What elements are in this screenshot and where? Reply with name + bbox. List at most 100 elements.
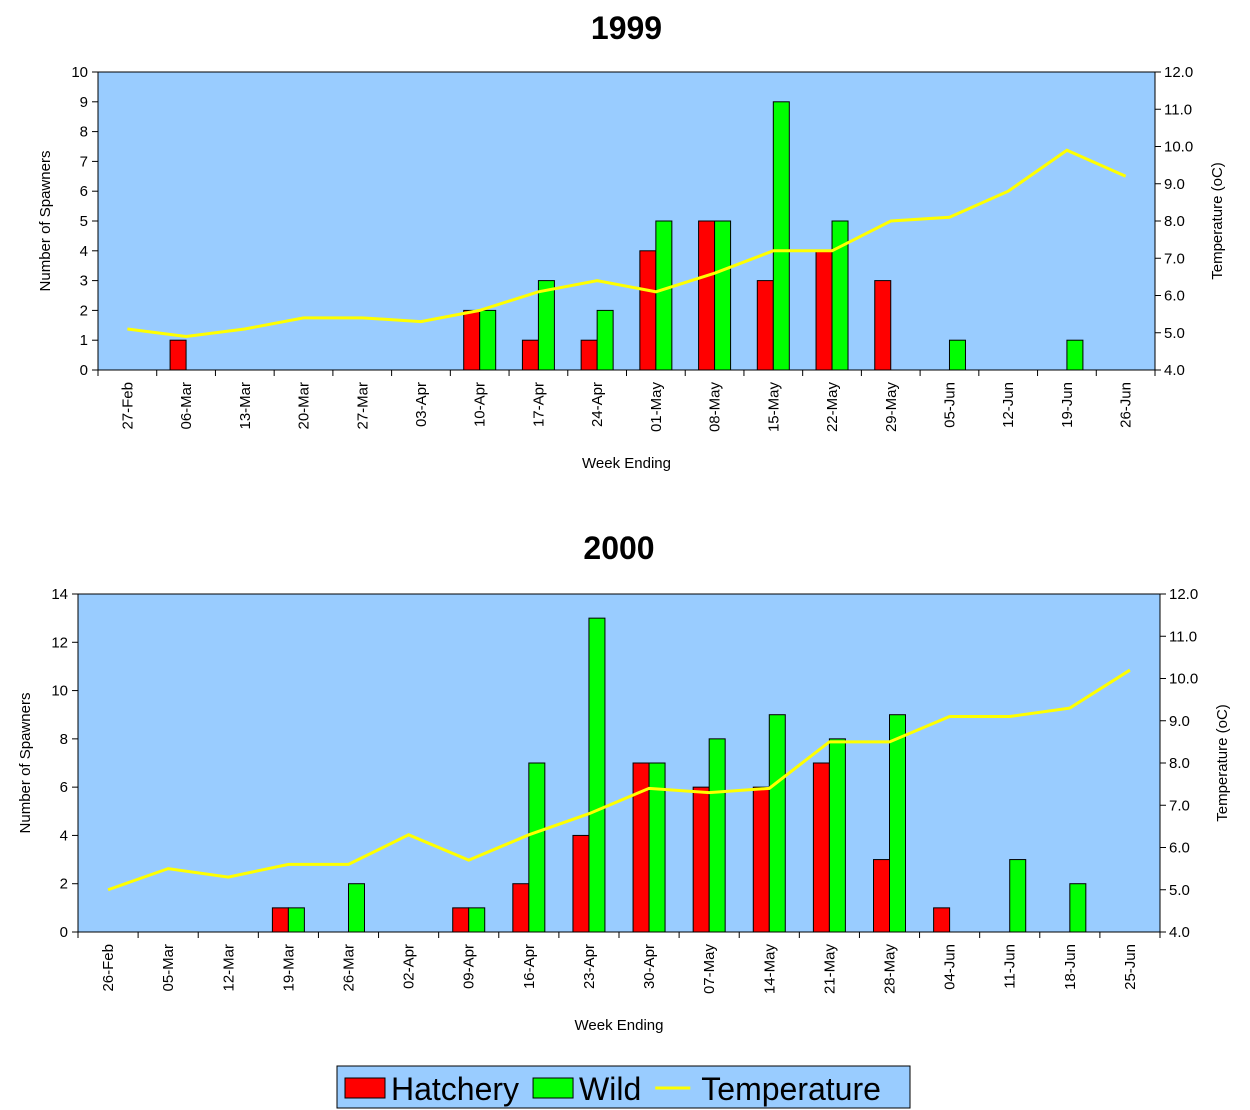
bar	[580, 339, 598, 371]
bar	[772, 101, 790, 371]
x-tick-label: 09-Apr	[461, 944, 478, 989]
x-tick-label: 12-Mar	[220, 944, 237, 992]
y-tick-label: 4	[80, 243, 88, 260]
x-tick-label: 27-Feb	[119, 382, 136, 430]
y2-tick-label: 10.0	[1164, 139, 1193, 156]
y-tick-label: 2	[80, 302, 88, 319]
legend-box	[336, 1065, 911, 1109]
x-tick-label: 05-Mar	[160, 944, 177, 992]
bar	[169, 339, 187, 371]
bar	[452, 907, 470, 933]
y2-tick-label: 6.0	[1164, 288, 1185, 305]
chart-title: 2000	[583, 530, 654, 566]
legend-label: Temperature	[701, 1071, 881, 1107]
y-tick-label: 12	[51, 634, 68, 651]
bar	[768, 714, 786, 933]
y2-tick-label: 11.0	[1164, 101, 1192, 118]
bar	[271, 907, 289, 933]
y-tick-label: 7	[80, 153, 88, 170]
bar	[831, 220, 849, 371]
temperature-line	[107, 668, 1131, 892]
x-tick-label: 23-Apr	[581, 944, 598, 989]
x-tick-label: 03-Apr	[413, 382, 430, 427]
y2-axis-label: Temperature (oC)	[1214, 704, 1231, 822]
bar	[756, 280, 774, 371]
y2-tick-label: 12.0	[1169, 586, 1198, 603]
y2-tick-label: 4.0	[1169, 924, 1190, 941]
bar	[752, 786, 770, 933]
x-tick-label: 19-Jun	[1059, 382, 1076, 428]
bar	[528, 762, 546, 933]
bar	[1009, 859, 1027, 933]
x-tick-label: 22-May	[824, 382, 841, 433]
y-tick-label: 0	[80, 362, 88, 379]
y2-tick-label: 8.0	[1169, 755, 1190, 772]
bar	[828, 738, 846, 933]
bar	[714, 220, 732, 371]
x-axis-label: Week Ending	[582, 455, 671, 472]
x-tick-label: 28-May	[882, 944, 899, 995]
x-tick-label: 01-May	[648, 382, 665, 433]
bar	[588, 617, 606, 933]
bar	[812, 762, 830, 933]
y-tick-label: 6	[80, 183, 88, 200]
x-tick-label: 05-Jun	[941, 382, 958, 428]
y2-tick-label: 10.0	[1169, 671, 1198, 688]
bar	[815, 250, 833, 371]
x-tick-label: 07-May	[701, 944, 718, 995]
x-tick-label: 26-Feb	[100, 944, 117, 992]
plot-area	[97, 71, 1156, 371]
x-tick-label: 17-Apr	[530, 382, 547, 427]
x-tick-label: 26-Mar	[341, 944, 358, 992]
x-tick-label: 04-Jun	[942, 944, 959, 990]
y2-axis-label: Temperature (oC)	[1209, 162, 1226, 280]
y2-tick-label: 9.0	[1169, 713, 1190, 730]
y-tick-label: 4	[60, 827, 68, 844]
x-tick-label: 08-May	[707, 382, 724, 433]
bar	[933, 907, 951, 933]
bar	[655, 220, 673, 371]
x-tick-label: 20-Mar	[296, 382, 313, 430]
x-tick-label: 13-Mar	[237, 382, 254, 430]
bar	[948, 339, 966, 371]
bar	[287, 907, 305, 933]
y-tick-label: 14	[51, 586, 68, 603]
legend-swatch	[344, 1077, 386, 1099]
plot-area	[77, 593, 1161, 933]
y-tick-label: 0	[60, 924, 68, 941]
x-tick-label: 11-Jun	[1002, 944, 1019, 989]
y-tick-label: 2	[60, 876, 68, 893]
bar	[596, 309, 614, 371]
y2-tick-label: 5.0	[1164, 325, 1185, 342]
legend-label: Hatchery	[391, 1071, 519, 1107]
bar	[889, 714, 906, 933]
x-tick-label: 18-Jun	[1062, 944, 1079, 990]
y-axis-label: Number of Spawners	[17, 693, 34, 834]
bar	[468, 907, 486, 933]
x-tick-label: 21-May	[821, 944, 838, 995]
y-tick-label: 3	[80, 273, 88, 290]
x-tick-label: 24-Apr	[589, 382, 606, 427]
y-tick-label: 9	[80, 94, 88, 111]
x-tick-label: 19-Mar	[280, 944, 297, 992]
bar	[1066, 339, 1084, 371]
bar	[348, 883, 365, 933]
bar	[479, 309, 497, 371]
y-tick-label: 10	[71, 64, 88, 81]
y2-tick-label: 11.0	[1169, 628, 1197, 645]
bar	[537, 280, 555, 371]
bar	[521, 339, 539, 371]
y2-tick-label: 7.0	[1169, 797, 1190, 814]
x-tick-label: 06-Mar	[178, 382, 195, 430]
x-tick-label: 02-Apr	[401, 944, 418, 989]
bar	[692, 786, 710, 933]
x-tick-label: 16-Apr	[521, 944, 538, 989]
bar	[1069, 883, 1087, 933]
y-tick-label: 6	[60, 779, 68, 796]
bar	[572, 834, 590, 933]
y2-tick-label: 5.0	[1169, 882, 1190, 899]
x-tick-label: 26-Jun	[1118, 382, 1135, 428]
x-axis-label: Week Ending	[575, 1017, 664, 1034]
y-tick-label: 8	[80, 124, 88, 141]
